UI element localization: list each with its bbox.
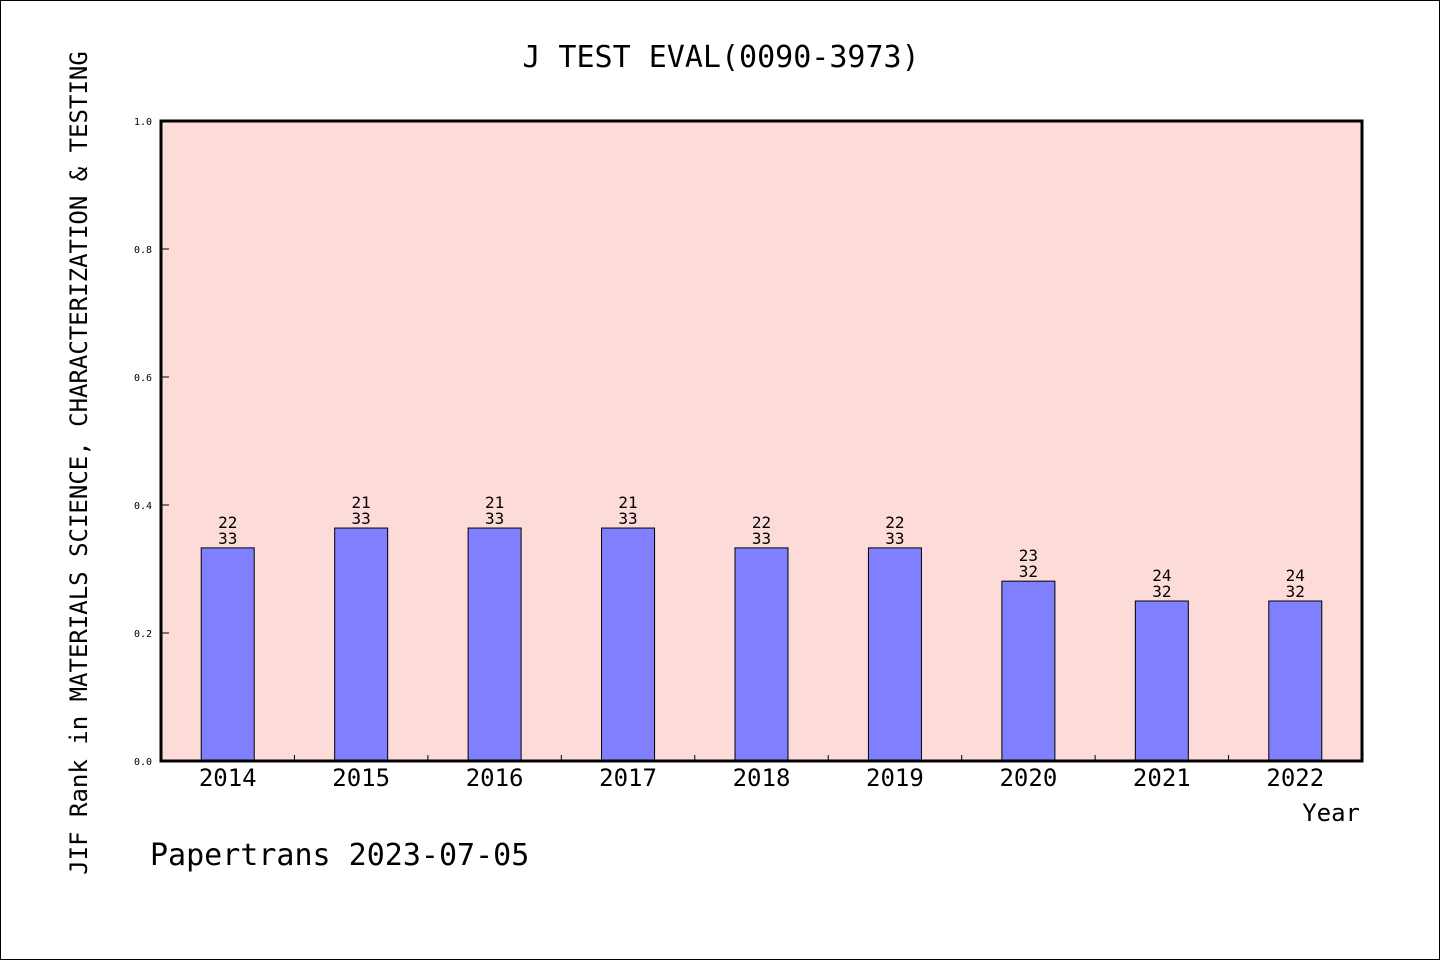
footer-credit: Papertrans 2023-07-05 bbox=[150, 838, 529, 873]
y-tick-label: 0.4 bbox=[134, 501, 152, 512]
bar-label-rank: 22 bbox=[885, 513, 904, 532]
bar-label-rank: 24 bbox=[1152, 566, 1171, 585]
bar-label-total: 33 bbox=[885, 529, 904, 548]
bar-2020 bbox=[1001, 580, 1056, 762]
x-tick-label: 2014 bbox=[199, 764, 257, 792]
x-tick-label: 2016 bbox=[466, 764, 524, 792]
bar-label-total: 32 bbox=[1152, 582, 1171, 601]
bar-label-total: 33 bbox=[485, 509, 504, 528]
y-tick-label: 0.2 bbox=[134, 629, 152, 640]
bar-label-rank: 21 bbox=[618, 493, 637, 512]
bar-label-rank: 21 bbox=[352, 493, 371, 512]
x-tick-label: 2015 bbox=[332, 764, 390, 792]
x-tick-label: 2022 bbox=[1266, 764, 1324, 792]
bar-label-rank: 22 bbox=[218, 513, 237, 532]
bar-label-total: 33 bbox=[218, 529, 237, 548]
bar-label-rank: 24 bbox=[1286, 566, 1305, 585]
bar-2021 bbox=[1134, 600, 1189, 762]
x-tick-label: 2017 bbox=[599, 764, 657, 792]
y-tick-label: 0.6 bbox=[134, 373, 152, 384]
bar-2019 bbox=[867, 547, 922, 762]
x-tick-label: 2020 bbox=[999, 764, 1057, 792]
bar-label-total: 32 bbox=[1286, 582, 1305, 601]
bar-2014 bbox=[200, 547, 255, 762]
x-tick-label: 2018 bbox=[733, 764, 791, 792]
x-ticks-group: 2014 2015 2016 2017 2018 2019 2020 2021 2022 bbox=[199, 755, 1324, 792]
bar-2017 bbox=[601, 527, 656, 762]
bar-2018 bbox=[734, 547, 789, 762]
chart-title: J TEST EVAL(0090-3973) bbox=[522, 40, 919, 75]
bar-label-rank: 23 bbox=[1019, 546, 1038, 565]
bar-label-rank: 21 bbox=[485, 493, 504, 512]
x-tick-label: 2019 bbox=[866, 764, 924, 792]
bar-label-total: 33 bbox=[752, 529, 771, 548]
y-axis-label: JIF Rank in MATERIALS SCIENCE, CHARACTER… bbox=[65, 51, 93, 875]
x-tick-label: 2021 bbox=[1133, 764, 1191, 792]
y-tick-label: 1.0 bbox=[134, 117, 152, 128]
bar-label-rank: 22 bbox=[752, 513, 771, 532]
bar-label-total: 32 bbox=[1019, 562, 1038, 581]
bar-label-total: 33 bbox=[618, 509, 637, 528]
y-tick-label: 0.0 bbox=[134, 757, 152, 768]
y-tick-label: 0.8 bbox=[134, 245, 152, 256]
bar-2016 bbox=[467, 527, 522, 762]
bar-label-total: 33 bbox=[352, 509, 371, 528]
bar-2015 bbox=[334, 527, 389, 762]
bar-2022 bbox=[1268, 600, 1323, 762]
x-axis-label: Year bbox=[1302, 799, 1360, 827]
plot-border bbox=[159, 119, 1364, 763]
